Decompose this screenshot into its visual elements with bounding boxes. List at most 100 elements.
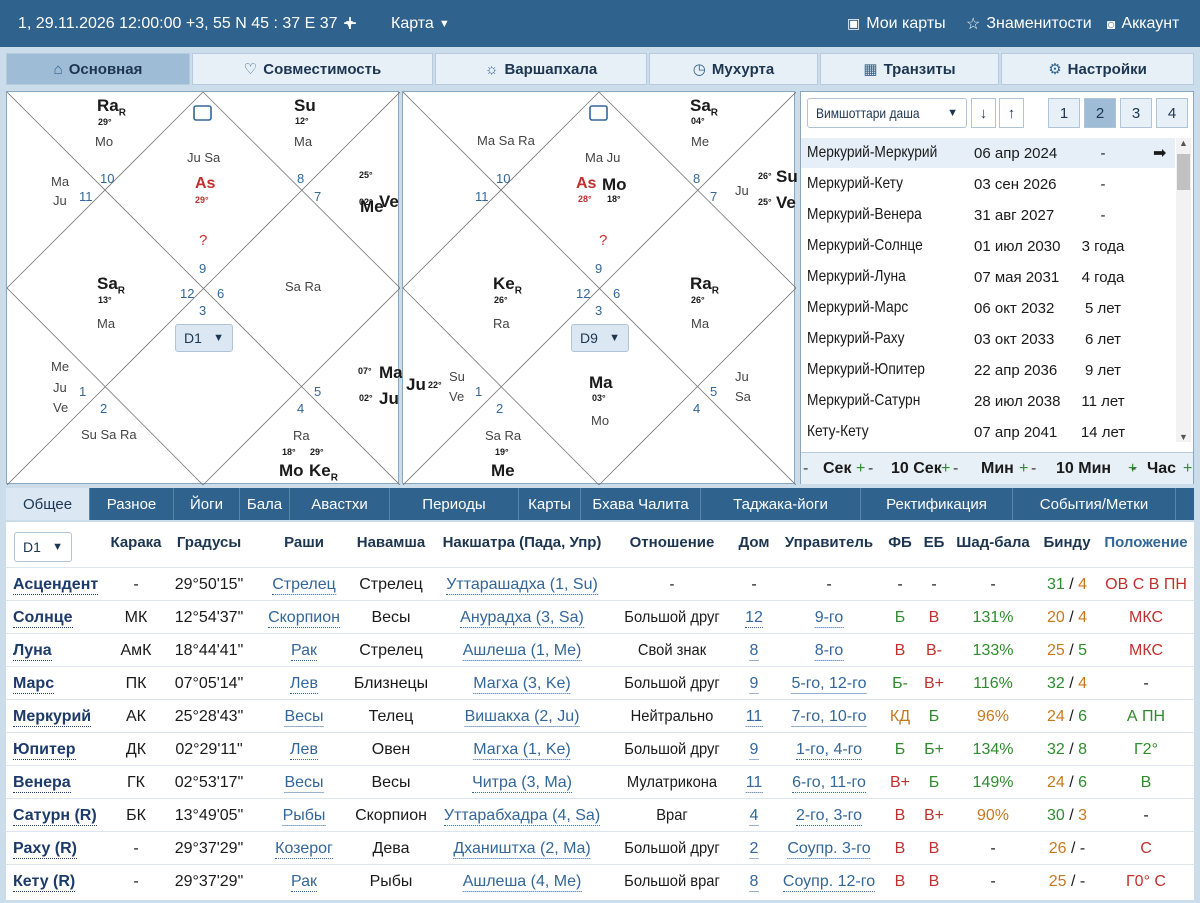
arrow-down-button[interactable]: ↓ bbox=[971, 98, 996, 128]
tab-muhurta[interactable]: ◷ Мухурта bbox=[649, 53, 818, 85]
lord-link[interactable]: 5-го, 12-го bbox=[791, 675, 867, 694]
planet-name-link[interactable]: Сатурн (R) bbox=[13, 807, 97, 826]
tab-settings[interactable]: ⚙ Настройки bbox=[1001, 53, 1194, 85]
step-minus-button[interactable]: - bbox=[803, 460, 809, 477]
dasha-row[interactable]: Меркурий-Солнце 01 июл 2030 3 года bbox=[801, 231, 1175, 261]
details-tab[interactable]: Бала bbox=[240, 488, 290, 520]
account-button[interactable]: ◙ Аккаунт bbox=[1107, 0, 1179, 47]
step-minus-button[interactable]: - bbox=[1031, 460, 1037, 477]
details-tab[interactable]: Ректификация bbox=[861, 488, 1013, 520]
house-link[interactable]: 11 bbox=[745, 708, 763, 727]
house-link[interactable]: 9 bbox=[749, 675, 759, 694]
chart-datetime-dropdown[interactable]: 1, 29.11.2026 12:00:00 +3, 55 N 45 : 37 … bbox=[18, 0, 355, 47]
step-plus-button[interactable]: + bbox=[1019, 460, 1029, 477]
lord-link[interactable]: 1-го, 4-го bbox=[795, 741, 863, 760]
rashi-link[interactable]: Весы bbox=[284, 774, 324, 793]
rashi-link[interactable]: Весы bbox=[284, 708, 324, 727]
details-tab[interactable]: Периоды bbox=[390, 488, 519, 520]
tab-main[interactable]: ⌂ Основная bbox=[6, 53, 190, 85]
rashi-link[interactable]: Лев bbox=[290, 741, 318, 760]
chart-style-icon[interactable] bbox=[589, 105, 608, 121]
house-link[interactable]: 2 bbox=[749, 840, 759, 859]
celebrities-button[interactable]: ☆ Знаменитости bbox=[966, 0, 1092, 47]
step-plus-button[interactable]: + bbox=[1128, 460, 1138, 477]
rashi-link[interactable]: Рак bbox=[290, 873, 318, 892]
planet-name-link[interactable]: Меркурий bbox=[13, 708, 92, 727]
step-minus-button[interactable]: - bbox=[953, 460, 959, 477]
lord-link[interactable]: 2-го, 3-го bbox=[795, 807, 863, 826]
details-tab[interactable]: Йоги bbox=[174, 488, 240, 520]
lord-link[interactable]: 9-го bbox=[814, 609, 844, 628]
nakshatra-link[interactable]: Уттарабхадра (4, Sa) bbox=[443, 807, 601, 826]
details-tab[interactable]: Общее bbox=[6, 488, 90, 520]
rashi-link[interactable]: Рак bbox=[290, 642, 318, 661]
dasha-row[interactable]: Меркурий-Раху 03 окт 2033 6 лет bbox=[801, 324, 1175, 354]
dasha-row[interactable]: Меркурий-Венера 31 авг 2027 - bbox=[801, 200, 1175, 230]
dasha-row[interactable]: Меркурий-Марс 06 окт 2032 5 лет bbox=[801, 293, 1175, 323]
rashi-link[interactable]: Козерог bbox=[275, 840, 333, 859]
tab-compatibility[interactable]: ♡ Совместимость bbox=[192, 53, 433, 85]
planet-name-link[interactable]: Кету (R) bbox=[13, 873, 76, 892]
dasha-level-2[interactable]: 2 bbox=[1084, 98, 1116, 128]
dasha-level-1[interactable]: 1 bbox=[1048, 98, 1080, 128]
planet-name-link[interactable]: Солнце bbox=[13, 609, 73, 628]
varga-select[interactable]: D9 ▼ bbox=[571, 324, 629, 352]
tab-varshaphala[interactable]: ☼ Варшапхала bbox=[435, 53, 647, 85]
house-link[interactable]: 4 bbox=[749, 807, 759, 826]
dasha-row[interactable]: Меркурий-Меркурий 06 апр 2024 - ➡ bbox=[801, 138, 1175, 168]
dasha-system-select[interactable]: Вимшоттари даша ▼ bbox=[807, 98, 967, 128]
lord-link[interactable]: 7-го, 10-го bbox=[791, 708, 867, 727]
dasha-row[interactable]: Меркурий-Кету 03 сен 2026 - bbox=[801, 169, 1175, 199]
house-link[interactable]: 9 bbox=[749, 741, 759, 760]
nakshatra-link[interactable]: Читра (3, Ma) bbox=[472, 774, 572, 793]
nakshatra-link[interactable]: Магха (3, Ke) bbox=[473, 675, 571, 694]
lord-link[interactable]: 8-го bbox=[814, 642, 844, 661]
dasha-row[interactable]: Кету-Кету 07 апр 2041 14 лет bbox=[801, 417, 1175, 447]
details-tab[interactable]: Разное bbox=[90, 488, 174, 520]
dasha-level-4[interactable]: 4 bbox=[1156, 98, 1188, 128]
rashi-link[interactable]: Скорпион bbox=[268, 609, 340, 628]
scrollbar[interactable]: ▲ ▼ bbox=[1176, 138, 1191, 442]
nakshatra-link[interactable]: Анурадха (3, Sa) bbox=[460, 609, 584, 628]
arrow-up-button[interactable]: ↑ bbox=[999, 98, 1024, 128]
house-link[interactable]: 12 bbox=[745, 609, 763, 628]
lord-link[interactable]: Соупр. 12-го bbox=[782, 873, 876, 892]
tab-transits[interactable]: ▦ Транзиты bbox=[820, 53, 999, 85]
step-minus-button[interactable]: - bbox=[1131, 460, 1137, 477]
details-tab[interactable]: События/Метки bbox=[1013, 488, 1176, 520]
map-dropdown[interactable]: Карта ▼ bbox=[391, 0, 450, 47]
planet-name-link[interactable]: Раху (R) bbox=[13, 840, 78, 859]
rashi-link[interactable]: Стрелец bbox=[272, 576, 336, 595]
dasha-row[interactable]: Меркурий-Юпитер 22 апр 2036 9 лет bbox=[801, 355, 1175, 385]
details-tab[interactable]: Авастхи bbox=[290, 488, 390, 520]
nakshatra-link[interactable]: Дхаништха (2, Ma) bbox=[453, 840, 591, 859]
house-link[interactable]: 8 bbox=[749, 642, 759, 661]
dasha-row[interactable]: Меркурий-Луна 07 мая 2031 4 года bbox=[801, 262, 1175, 292]
rashi-link[interactable]: Лев bbox=[290, 675, 318, 694]
house-link[interactable]: 8 bbox=[749, 873, 759, 892]
nakshatra-link[interactable]: Уттарашадха (1, Su) bbox=[446, 576, 598, 595]
lord-link[interactable]: 6-го, 11-го bbox=[792, 774, 866, 793]
nakshatra-link[interactable]: Ашлеша (1, Me) bbox=[462, 642, 582, 661]
nakshatra-link[interactable]: Ашлеша (4, Me) bbox=[462, 873, 582, 892]
step-plus-button[interactable]: + bbox=[856, 460, 866, 477]
nakshatra-link[interactable]: Вишакха (2, Ju) bbox=[464, 708, 580, 727]
lord-link[interactable]: Соупр. 3-го bbox=[787, 840, 871, 859]
planet-name-link[interactable]: Юпитер bbox=[13, 741, 76, 760]
details-tab[interactable]: Бхава Чалита bbox=[581, 488, 701, 520]
nakshatra-link[interactable]: Магха (1, Ke) bbox=[473, 741, 571, 760]
details-tab[interactable]: Таджака-йоги bbox=[701, 488, 861, 520]
planet-name-link[interactable]: Марс bbox=[13, 675, 55, 694]
house-link[interactable]: 11 bbox=[745, 774, 763, 793]
step-minus-button[interactable]: - bbox=[868, 460, 874, 477]
step-plus-button[interactable]: + bbox=[1183, 460, 1193, 477]
my-charts-button[interactable]: ▣ Мои карты bbox=[847, 0, 946, 47]
details-tab[interactable]: Карты bbox=[519, 488, 581, 520]
rashi-link[interactable]: Рыбы bbox=[282, 807, 326, 826]
planet-name-link[interactable]: Асцендент bbox=[13, 576, 99, 595]
chart-style-icon[interactable] bbox=[193, 105, 212, 121]
planet-name-link[interactable]: Луна bbox=[13, 642, 52, 661]
step-plus-button[interactable]: + bbox=[941, 460, 951, 477]
table-varga-select[interactable]: D1 ▼ bbox=[14, 532, 72, 562]
varga-select[interactable]: D1 ▼ bbox=[175, 324, 233, 352]
